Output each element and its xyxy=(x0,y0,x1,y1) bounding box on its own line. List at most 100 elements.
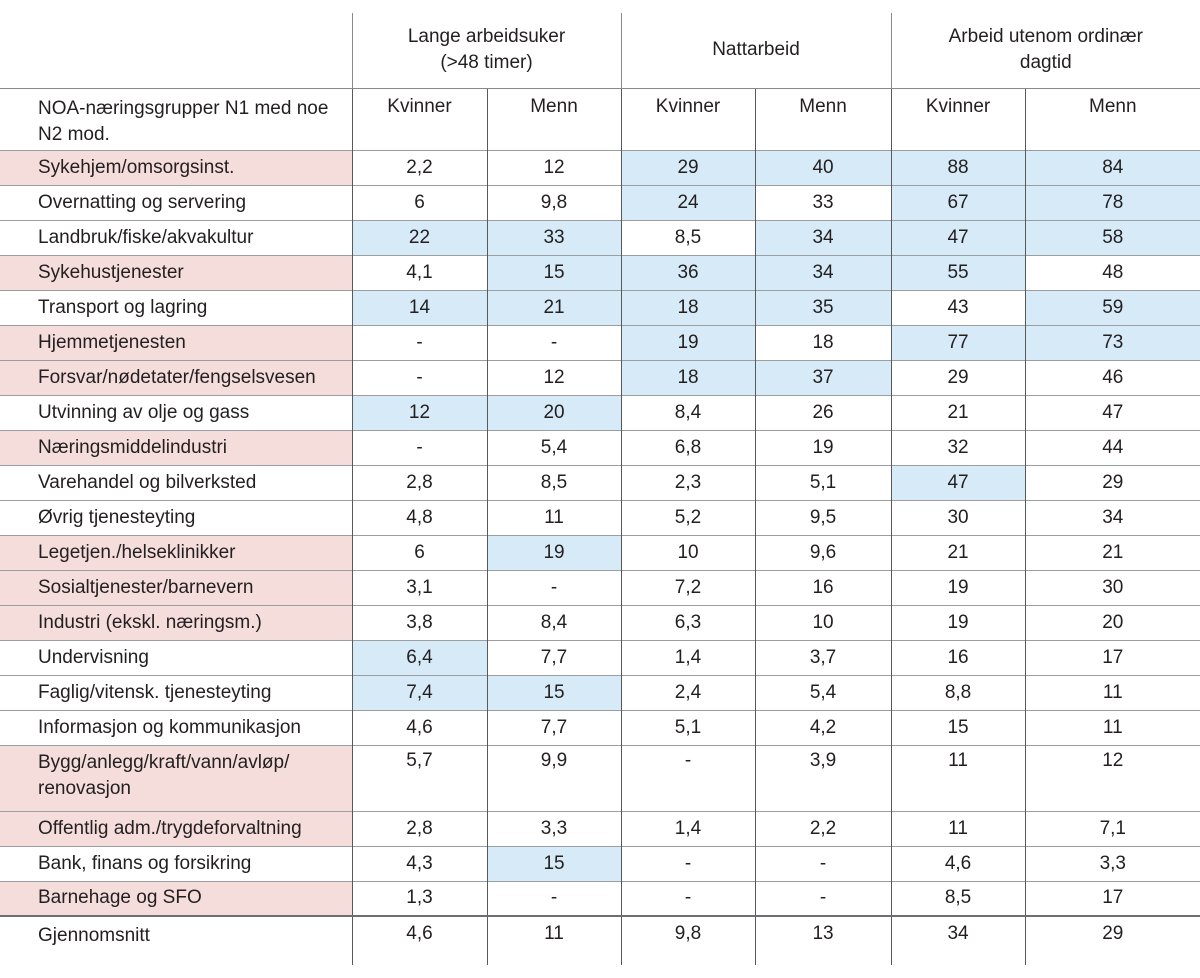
value-cell: 2,3 xyxy=(620,464,756,500)
value-cell: 30 xyxy=(890,499,1026,535)
value-cell: 3,9 xyxy=(754,744,892,811)
table-row: Legetjen./helseklinikker 6 19 10 9,6 21 21 xyxy=(0,534,1200,570)
value-cell: 3,7 xyxy=(754,639,892,675)
value-cell: 26 xyxy=(754,394,892,430)
value-cell: - xyxy=(620,845,756,881)
value-cell: 55 xyxy=(890,254,1026,290)
value-cell: 7,1 xyxy=(1024,810,1200,846)
table-row: Barnehage og SFO 1,3- - -8,5 17 xyxy=(0,880,1200,916)
value-cell: 15 xyxy=(486,254,622,290)
table-row: Faglig/vitensk. tjenesteyting 7,4 15 2,4 5,4… xyxy=(0,674,1200,710)
value-cell: 12 xyxy=(486,149,622,185)
value-cell: 5,1 xyxy=(620,709,756,745)
value-cell: 5,2 xyxy=(620,499,756,535)
value-cell: 47 xyxy=(890,464,1026,500)
row-label: Faglig/vitensk. tjenesteyting xyxy=(0,674,352,710)
value-cell: 78 xyxy=(1024,184,1200,220)
value-cell: 16 xyxy=(754,569,892,605)
value-cell: 47 xyxy=(890,219,1026,255)
row-label: Sykehustjenester xyxy=(0,254,352,290)
table-row: Bank, finans og forsikring 4,3 15- -4,6 3,3 xyxy=(0,845,1200,881)
value-cell: 47 xyxy=(1024,394,1200,430)
value-cell: 20 xyxy=(486,394,622,430)
row-label: Forsvar/nødetater/fengselsvesen xyxy=(0,359,352,395)
value-cell: 4,2 xyxy=(754,709,892,745)
value-cell: 11 xyxy=(890,744,1026,811)
row-label: Landbruk/fiske/akvakultur xyxy=(0,219,352,255)
value-cell: 35 xyxy=(754,289,892,325)
row-label: Gjennomsnitt xyxy=(0,915,352,965)
value-cell: 11 xyxy=(486,915,622,965)
value-cell: 4,6 xyxy=(351,915,487,965)
value-cell: 9,9 xyxy=(486,744,622,811)
value-cell: 9,8 xyxy=(620,915,756,965)
table-row: Sosialtjenester/barnevern 3,1-7,2 16 19 30 xyxy=(0,569,1200,605)
value-cell: 15 xyxy=(486,845,622,881)
value-cell: 2,8 xyxy=(351,810,487,846)
value-cell: 16 xyxy=(890,639,1026,675)
value-cell: 12 xyxy=(486,359,622,395)
value-cell: 34 xyxy=(1024,499,1200,535)
value-cell: 43 xyxy=(890,289,1026,325)
value-cell: 33 xyxy=(486,219,622,255)
group-header-row: Lange arbeidsuker (>48 timer) Nattarbeid… xyxy=(0,13,1200,88)
value-cell: 2,4 xyxy=(620,674,756,710)
value-cell: 12 xyxy=(1024,744,1200,811)
value-cell: 88 xyxy=(890,149,1026,185)
table-row: Hjemmetjenesten - -19 18 77 73 xyxy=(0,324,1200,360)
value-cell: 7,7 xyxy=(486,709,622,745)
value-cell: 21 xyxy=(486,289,622,325)
value-cell: 44 xyxy=(1024,429,1200,465)
value-cell: 21 xyxy=(890,534,1026,570)
table-row: Øvrig tjenesteyting 4,8 11 5,2 9,5 30 34 xyxy=(0,499,1200,535)
value-cell: - xyxy=(754,880,892,916)
value-cell: 6,4 xyxy=(351,639,487,675)
table-row: Overnatting og servering 6 9,8 24 33 67 78 xyxy=(0,184,1200,220)
value-cell: - xyxy=(620,744,756,811)
value-cell: 1,4 xyxy=(620,639,756,675)
sub-header-kvinner-3: Kvinner xyxy=(890,87,1026,150)
value-cell: 10 xyxy=(754,604,892,640)
row-label: Barnehage og SFO xyxy=(0,880,352,916)
group-header-long-workweeks: Lange arbeidsuker (>48 timer) xyxy=(351,13,622,88)
value-cell: 19 xyxy=(890,604,1026,640)
value-cell: 6 xyxy=(351,184,487,220)
value-cell: 13 xyxy=(754,915,892,965)
row-label: Offentlig adm./trygdeforvaltning xyxy=(0,810,352,846)
sub-header-menn-2: Menn xyxy=(754,87,892,150)
value-cell: 30 xyxy=(1024,569,1200,605)
noa-statistics-table: Lange arbeidsuker (>48 timer) Nattarbeid… xyxy=(0,13,1200,965)
value-cell: 20 xyxy=(1024,604,1200,640)
row-label: Bygg/anlegg/kraft/vann/avløp/ renovasjon xyxy=(0,744,352,811)
value-cell: 2,2 xyxy=(351,149,487,185)
row-label: Varehandel og bilverksted xyxy=(0,464,352,500)
value-cell: 15 xyxy=(486,674,622,710)
table-body: Sykehjem/omsorgsinst. 2,2 12 29 40 88 84 Overna… xyxy=(0,149,1200,965)
value-cell: 14 xyxy=(351,289,487,325)
sub-header-kvinner-1: Kvinner xyxy=(351,87,487,150)
value-cell: 11 xyxy=(890,810,1026,846)
table-row: Industri (ekskl. næringsm.) 3,8 8,4 6,3 10 19… xyxy=(0,604,1200,640)
value-cell: 18 xyxy=(620,289,756,325)
value-cell: 17 xyxy=(1024,880,1200,916)
row-label: Legetjen./helseklinikker xyxy=(0,534,352,570)
value-cell: 24 xyxy=(620,184,756,220)
value-cell: 2,8 xyxy=(351,464,487,500)
value-cell: 4,8 xyxy=(351,499,487,535)
sub-header-menn-1: Menn xyxy=(486,87,622,150)
value-cell: 1,3 xyxy=(351,880,487,916)
value-cell: 84 xyxy=(1024,149,1200,185)
value-cell: 77 xyxy=(890,324,1026,360)
table-row: Landbruk/fiske/akvakultur 22 33 8,5 34 47 58 xyxy=(0,219,1200,255)
value-cell: 34 xyxy=(754,254,892,290)
value-cell: 21 xyxy=(1024,534,1200,570)
value-cell: 59 xyxy=(1024,289,1200,325)
value-cell: 8,5 xyxy=(486,464,622,500)
sub-header-kvinner-2: Kvinner xyxy=(620,87,756,150)
value-cell: - xyxy=(754,845,892,881)
value-cell: 4,6 xyxy=(351,709,487,745)
row-label: Utvinning av olje og gass xyxy=(0,394,352,430)
value-cell: 29 xyxy=(890,359,1026,395)
group-header-night-work: Nattarbeid xyxy=(620,13,892,88)
table-row: Transport og lagring 14 21 18 35 43 59 xyxy=(0,289,1200,325)
